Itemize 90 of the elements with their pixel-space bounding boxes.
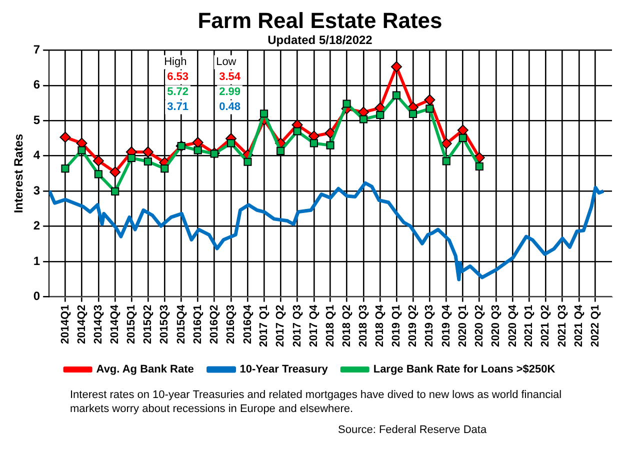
annotation: Low	[216, 56, 236, 68]
y-tick-label: 7	[33, 42, 40, 57]
legend-label: 10-Year Treasury	[240, 364, 329, 376]
x-tick-label: 2020 Q2	[473, 304, 486, 347]
annotation: 3.71	[167, 101, 188, 114]
point	[78, 146, 86, 154]
legend-label: Large Bank Rate for Loans >$250K	[373, 364, 556, 376]
point	[111, 187, 120, 196]
source-note: Source: Federal Reserve Data	[338, 424, 487, 436]
point	[94, 170, 102, 178]
x-tick-label: 2015Q2	[142, 304, 154, 344]
legend-label: Avg. Ag Bank Rate	[96, 364, 194, 376]
point	[127, 154, 136, 162]
x-tick-label: 2019 Q2	[407, 304, 420, 347]
x-tick-label: 2017 Q1	[258, 304, 270, 347]
point	[276, 146, 285, 155]
chart-subtitle: Updated 5/18/2022	[268, 33, 372, 47]
point	[110, 166, 121, 178]
x-tick-label: 2014Q3	[92, 304, 104, 344]
y-tick-label: 4	[33, 148, 40, 162]
x-tick-label: 2017 Q2	[274, 304, 287, 347]
y-tick-label: 5	[33, 112, 40, 127]
annotation: 6.53	[167, 71, 188, 84]
point	[442, 157, 450, 166]
x-tick-label: 2018 Q4	[374, 304, 386, 347]
point	[160, 164, 169, 173]
point	[192, 137, 204, 148]
point	[260, 110, 268, 118]
y-tick-label: 1	[33, 254, 40, 268]
x-tick-label: 2018 Q1	[324, 304, 336, 347]
x-tick-label: 2015Q3	[158, 304, 171, 344]
x-tick-label: 2019 Q4	[440, 304, 452, 347]
x-tick-label: 2016Q2	[208, 304, 220, 344]
x-tick-label: 2016Q1	[192, 304, 204, 344]
point	[92, 155, 104, 166]
x-tick-label: 2021 Q1	[523, 304, 536, 347]
x-tick-label: 2019 Q3	[424, 304, 436, 347]
x-tick-label: 2019 Q1	[390, 304, 403, 347]
point	[61, 164, 70, 173]
point	[390, 61, 402, 72]
x-tick-label: 2014Q4	[109, 304, 122, 344]
point	[458, 134, 467, 142]
x-tick-label: 2014Q2	[76, 304, 88, 344]
x-tick-label: 2014Q1	[59, 304, 72, 344]
x-tick-label: 2017 Q3	[291, 304, 304, 347]
chart-title: Farm Real Estate Rates	[196, 8, 444, 34]
x-tick-label: 2016Q3	[225, 304, 238, 344]
x-tick-label: 2021 Q2	[540, 304, 552, 347]
annotation: 5.72	[167, 86, 188, 98]
point	[244, 158, 252, 166]
x-tick-label: 2021 Q4	[573, 304, 586, 347]
point	[142, 146, 154, 158]
point	[326, 141, 334, 150]
point	[342, 100, 351, 108]
point	[293, 127, 302, 136]
annotation: 0.48	[219, 101, 240, 114]
y-tick-label: 2	[33, 218, 40, 233]
point	[426, 104, 434, 113]
text: Interest rates on 10-year Treasuries and related mortgages have dived to new lows as world financial markets worry about recessions in Europe and elsewhere.	[70, 388, 563, 416]
y-axis-title: Interest Rates	[12, 133, 26, 214]
point	[424, 94, 436, 106]
point	[359, 115, 368, 124]
point	[194, 146, 202, 154]
x-tick-label: 2020 Q3	[490, 304, 502, 347]
point	[310, 139, 318, 148]
y-tick-label: 6	[33, 78, 40, 92]
point	[60, 132, 71, 143]
x-tick-label: 2015Q1	[125, 304, 138, 344]
x-tick-label: 2018 Q2	[340, 304, 353, 347]
y-tick-label: 0	[33, 289, 40, 304]
x-tick-label: 2015Q4	[175, 304, 188, 344]
annotation: 3.54	[219, 71, 242, 84]
point	[376, 110, 384, 120]
point	[226, 139, 236, 148]
annotation: High	[164, 56, 187, 68]
x-tick-label: 2018 Q3	[357, 304, 370, 347]
point	[210, 150, 218, 158]
x-tick-label: 2016Q4	[242, 304, 254, 344]
point	[144, 157, 152, 166]
x-tick-label: 2017 Q4	[308, 304, 320, 347]
point	[408, 110, 418, 118]
x-tick-label: 2020 Q4	[506, 304, 519, 347]
point	[440, 138, 452, 150]
point	[392, 91, 401, 100]
x-tick-label: 2021 Q3	[556, 304, 568, 347]
point	[475, 162, 484, 170]
y-tick-label: 3	[33, 183, 40, 198]
x-tick-label: 2022 Q1	[589, 304, 602, 347]
x-tick-label: 2020 Q1	[456, 304, 469, 347]
annotation: 2.99	[219, 86, 240, 98]
